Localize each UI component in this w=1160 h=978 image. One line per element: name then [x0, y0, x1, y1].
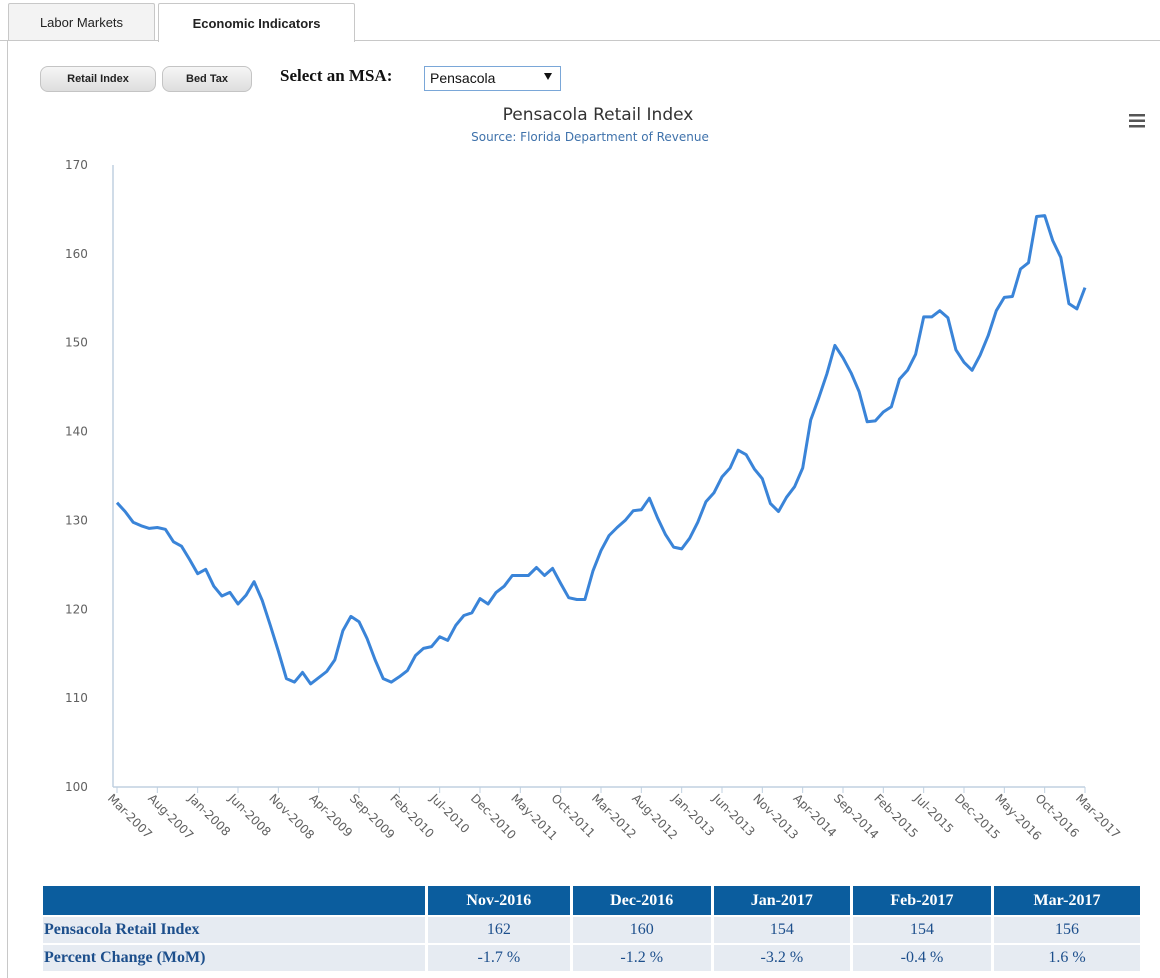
- y-tick-label: 110: [65, 691, 88, 705]
- select[interactable]: Pensacola: [424, 66, 561, 91]
- menu-icon[interactable]: [1129, 114, 1145, 128]
- tab[interactable]: Labor Markets: [8, 3, 155, 40]
- y-tick-label: 150: [65, 336, 88, 350]
- menu-bar[interactable]: [1129, 125, 1145, 128]
- tab-active[interactable]: Economic Indicators: [158, 3, 355, 42]
- header-blank: [43, 886, 425, 915]
- select-value[interactable]: Pensacola: [430, 70, 496, 86]
- row-label: Pensacola Retail Index: [43, 917, 425, 943]
- column-header: Mar-2017: [990, 886, 1140, 915]
- table-cell: -1.7 %: [425, 945, 570, 971]
- x-tick-label: Mar-2017: [1073, 791, 1123, 841]
- table-cell: -1.2 %: [569, 945, 711, 971]
- x-tick-label: Jun-2013: [709, 791, 758, 840]
- select-label: Select an MSA:: [280, 66, 393, 85]
- chart-subtitle: Source: Florida Department of Revenue: [471, 130, 709, 144]
- table-cell: 154: [849, 917, 991, 943]
- column-header: Feb-2017: [849, 886, 991, 915]
- header-row: Nov-2016 Dec-2016 Jan-2017 Feb-2017 Mar-2017: [43, 886, 1140, 915]
- y-tick-label: 160: [65, 247, 88, 261]
- button[interactable]: Retail Index: [40, 66, 156, 92]
- menu-bar[interactable]: [1129, 119, 1145, 123]
- summary-table: Nov-2016 Dec-2016 Jan-2017 Feb-2017 Mar-2017…: [43, 884, 1140, 973]
- menu-bar[interactable]: [1129, 114, 1145, 117]
- x-tick-label: Jun-2008: [225, 791, 274, 840]
- button[interactable]: Bed Tax: [162, 66, 252, 92]
- line-series: [115, 214, 1087, 686]
- table-cell: 154: [710, 917, 850, 943]
- y-tick-label: 130: [65, 513, 88, 527]
- table-cell: 1.6 %: [990, 945, 1140, 971]
- table-cell: -3.2 %: [710, 945, 850, 971]
- y-tick-label: 140: [65, 425, 88, 439]
- table-cell: 160: [569, 917, 711, 943]
- column-header: Jan-2017: [710, 886, 850, 915]
- table-cell: -0.4 %: [849, 945, 991, 971]
- content-frame: [7, 40, 8, 978]
- column-header: Dec-2016: [569, 886, 711, 915]
- row-label: Percent Change (MoM): [43, 945, 425, 971]
- select-arrow: [544, 73, 552, 80]
- tab-bar: [0, 40, 1160, 41]
- table-cell: 162: [425, 917, 570, 943]
- y-tick-label: 100: [65, 780, 88, 794]
- table-row: Percent Change (MoM) -1.7 % -1.2 % -3.2 % -0…: [43, 945, 1140, 971]
- table-cell: 156: [990, 917, 1140, 943]
- y-tick-label: 120: [65, 602, 88, 616]
- chart: Pensacola Retail Index Source: Florida D…: [65, 105, 1145, 843]
- y-tick-label: 170: [65, 158, 88, 172]
- chart-title: Pensacola Retail Index: [503, 105, 694, 125]
- column-header: Nov-2016: [425, 886, 570, 915]
- table-row: Pensacola Retail Index 162 160 154 154 156: [43, 917, 1140, 943]
